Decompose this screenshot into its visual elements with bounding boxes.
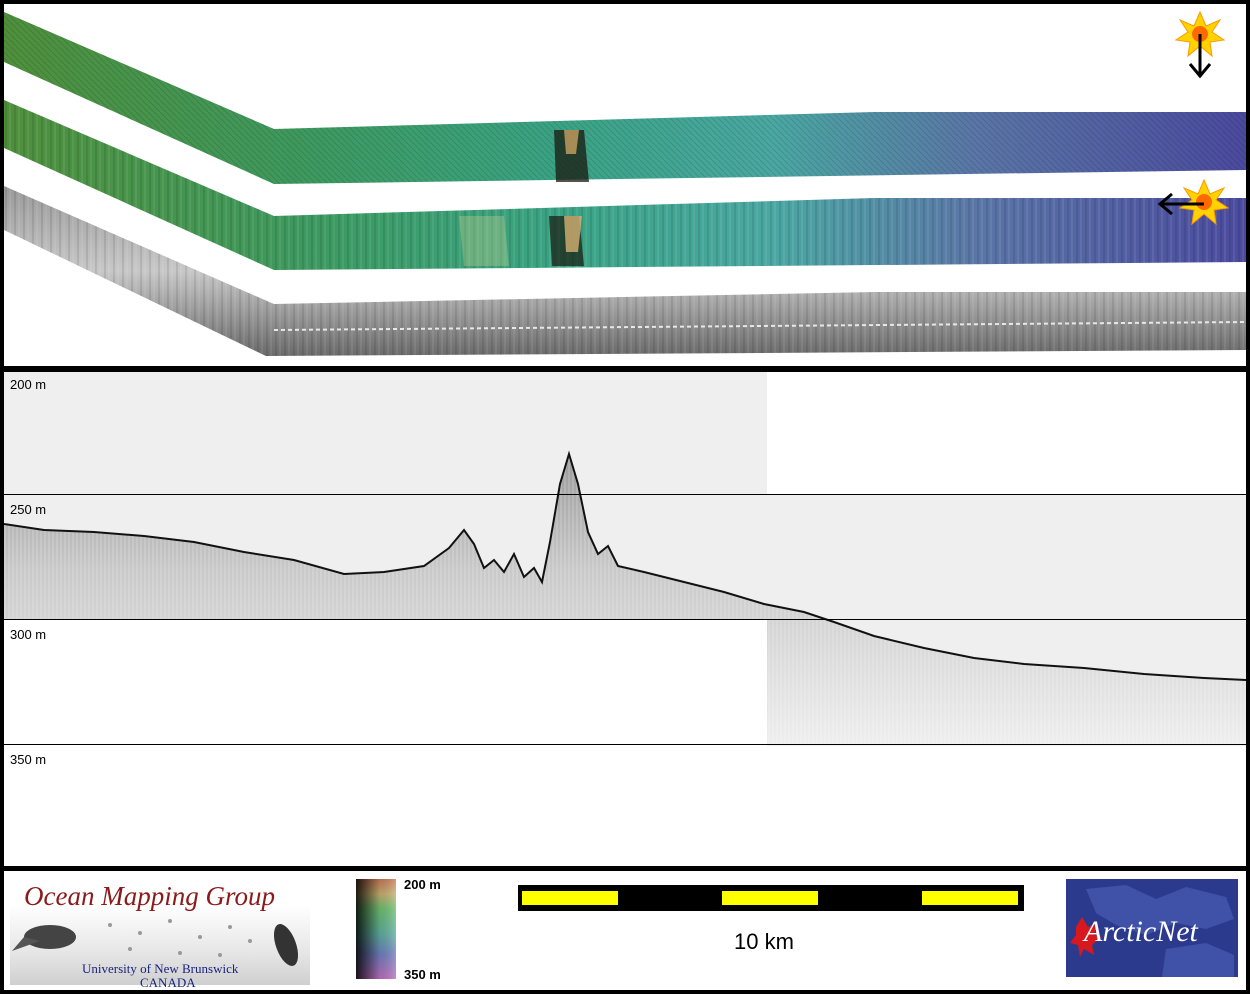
arrow-left-icon (1157, 192, 1204, 216)
depth-color-legend: 200 m 350 m (356, 877, 456, 983)
scale-bar-segment-3 (922, 891, 1018, 905)
legend-depth-top: 200 m (404, 877, 441, 892)
depth-label-250: 250 m (10, 502, 47, 517)
bathymetry-strip-2 (4, 100, 1246, 270)
scale-bar-segment-2 (722, 891, 818, 905)
omg-university: University of New Brunswick (82, 961, 239, 976)
omg-title: Ocean Mapping Group (24, 881, 275, 911)
scale-bar-segment-1 (522, 891, 618, 905)
scale-bar (518, 885, 1024, 911)
profile-graphic (4, 372, 1246, 746)
swath-panel (4, 4, 1247, 366)
arcticnet-logo: ArcticNet (1066, 879, 1238, 977)
depth-gridline-350 (4, 744, 1246, 745)
arcticnet-map-graphic (1070, 885, 1234, 977)
omg-logo-image (10, 905, 310, 985)
bathymetry-strip-1 (4, 12, 1246, 184)
depth-gridline-250 (4, 494, 1246, 495)
depth-label-200: 200 m (10, 377, 47, 392)
legend-depth-bottom: 350 m (404, 967, 441, 982)
omg-country: CANADA (140, 975, 196, 990)
depth-label-350: 350 m (10, 752, 47, 767)
depth-label-300: 300 m (10, 627, 47, 642)
profile-panel: 200 m 250 m 300 m 350 m (4, 372, 1246, 866)
scale-bar-label: 10 km (734, 929, 794, 954)
swath-strips (4, 10, 1247, 356)
omg-logo: Ocean Mapping Group University of New Br… (10, 875, 310, 990)
depth-color-bar (356, 879, 396, 979)
arcticnet-wordmark: ArcticNet (1084, 915, 1198, 948)
sun-illumination-icon (1178, 178, 1230, 226)
depth-gridline-300 (4, 619, 1246, 620)
backscatter-strip (4, 186, 1247, 356)
seafloor-line (4, 450, 1246, 681)
arrow-down-icon (1188, 34, 1212, 79)
footer-panel: Ocean Mapping Group University of New Br… (4, 871, 1246, 990)
